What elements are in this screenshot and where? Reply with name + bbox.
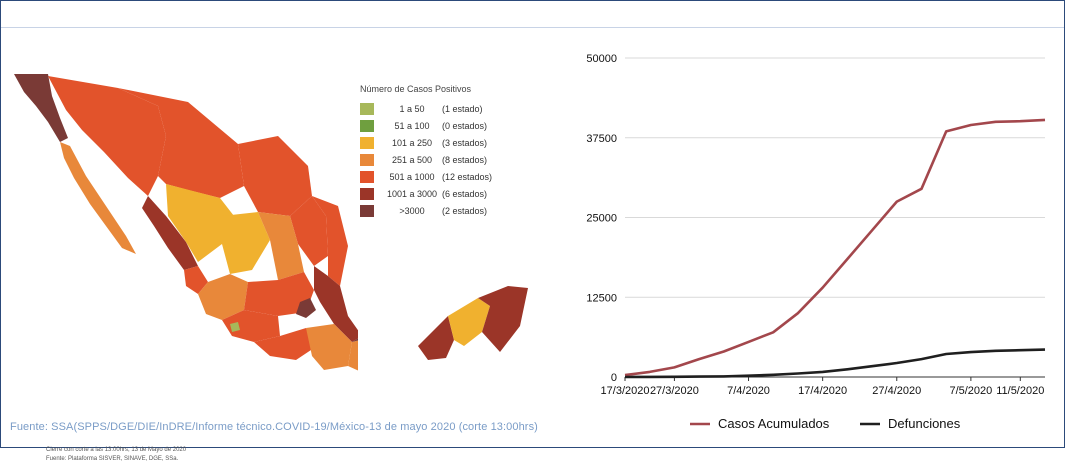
legend-row: >3000 (2 estados) (360, 202, 540, 219)
legend-range: >3000 (399, 205, 425, 216)
top-bar (1, 1, 1064, 28)
map-region-baja-california-sur (60, 142, 136, 254)
map-region-michoacan (222, 310, 280, 342)
y-tick-label: 12500 (586, 292, 617, 304)
source-line: Fuente: SSA(SPPS/DGE/DIE/InDRE/Informe t… (10, 421, 538, 433)
legend-swatch (360, 136, 374, 149)
legend-swatch (360, 170, 374, 183)
legend-swatch (360, 204, 374, 217)
map-region-guerrero (254, 328, 314, 360)
map-region-coahuila (238, 136, 312, 216)
x-tick-label: 7/4/2020 (727, 385, 770, 397)
legend-range: 1001 a 3000 (386, 188, 438, 199)
legend-count: (0 estados) (442, 120, 488, 131)
legend-title: Número de Casos Positivos (360, 84, 472, 94)
legend-count: (2 estados) (442, 205, 488, 216)
x-tick-label: 27/4/2020 (872, 385, 921, 397)
map-region-zacatecas (222, 212, 270, 274)
legend-range: 51 a 100 (394, 120, 430, 131)
legend-range: 1 a 50 (399, 103, 425, 114)
legend-count: (12 estados) (442, 171, 493, 182)
legend-range: 501 a 1000 (389, 171, 435, 182)
legend-count: (6 estados) (442, 188, 488, 199)
legend-row: 51 a 100 (0 estados) (360, 117, 540, 134)
x-tick-label: 11/5/2020 (996, 385, 1044, 397)
map-region-oaxaca (306, 324, 352, 370)
map-notes: Cierre con corte a las 13:00hrs, 13 de M… (46, 446, 186, 464)
map-region-baja-california (14, 74, 68, 142)
y-tick-label: 50000 (586, 53, 617, 65)
legend-swatch (360, 187, 374, 200)
map-region-yucatan (448, 298, 490, 346)
legend-row: 101 a 250 (3 estados) (360, 134, 540, 151)
map-region-cdmx (296, 298, 316, 318)
series-line-defunciones (624, 348, 1046, 379)
map-region-campeche (418, 316, 454, 360)
y-tick-label: 0 (611, 372, 617, 384)
x-tick-label: 27/3/2020 (650, 385, 699, 397)
map-region-jalisco (198, 274, 248, 320)
legend-label: Casos Acumulados (718, 416, 830, 431)
legend-count: (1 estado) (442, 103, 483, 114)
map-region-central (244, 272, 314, 316)
map-region-durango (166, 184, 234, 262)
y-tick-label: 25000 (586, 213, 617, 225)
legend-row: 1 a 50 (1 estado) (360, 100, 540, 117)
legend-swatch (360, 119, 374, 132)
map-region-nayarit (184, 266, 208, 294)
map-note-cut: Cierre con corte a las 13:00hrs, 13 de M… (46, 447, 187, 453)
legend-range: 251 a 500 (391, 154, 433, 165)
map-region-tamaulipas (312, 196, 348, 286)
map-region-nuevo-leon (290, 196, 328, 266)
map-region-chihuahua (118, 88, 244, 198)
map-note-source: Fuente: Plataforma SISVER, SINAVE, DGE, … (46, 456, 179, 462)
legend-count: (3 estados) (442, 137, 488, 148)
legend-label: Defunciones (888, 416, 961, 431)
legend-row: 251 a 500 (8 estados) (360, 151, 540, 168)
x-tick-label: 17/3/2020 (601, 385, 650, 397)
mexico-map (14, 74, 392, 374)
line-chart: 0 12500 25000 37500 50000 17/3/2020 27/3/2020 7… (560, 40, 1060, 440)
map-region-san-luis-potosi (258, 212, 304, 280)
x-tick-label: 7/5/2020 (949, 385, 992, 397)
map-region-sonora (48, 76, 166, 196)
legend-swatch (360, 102, 374, 115)
legend-swatch (360, 153, 374, 166)
series-line-casos-acumulados (624, 118, 1046, 377)
map-legend: Número de Casos Positivos 1 a 50 (1 estad… (360, 84, 540, 219)
map-region-sinaloa (142, 196, 198, 270)
legend-row: 1001 a 3000 (6 estados) (360, 185, 540, 202)
map-region-quintana-roo (478, 286, 528, 352)
map-region-colima (230, 322, 240, 332)
y-tick-label: 37500 (586, 133, 617, 145)
map-region-veracruz (314, 266, 362, 342)
legend-range: 101 a 250 (391, 137, 433, 148)
line-chart-svg: 0 12500 25000 37500 50000 17/3/2020 27/3/2020 7… (586, 53, 1046, 431)
legend-row: 501 a 1000 (12 estados) (360, 168, 540, 185)
legend-count: (8 estados) (442, 154, 488, 165)
yucatan-peninsula (418, 286, 528, 360)
x-tick-label: 17/4/2020 (798, 385, 847, 397)
